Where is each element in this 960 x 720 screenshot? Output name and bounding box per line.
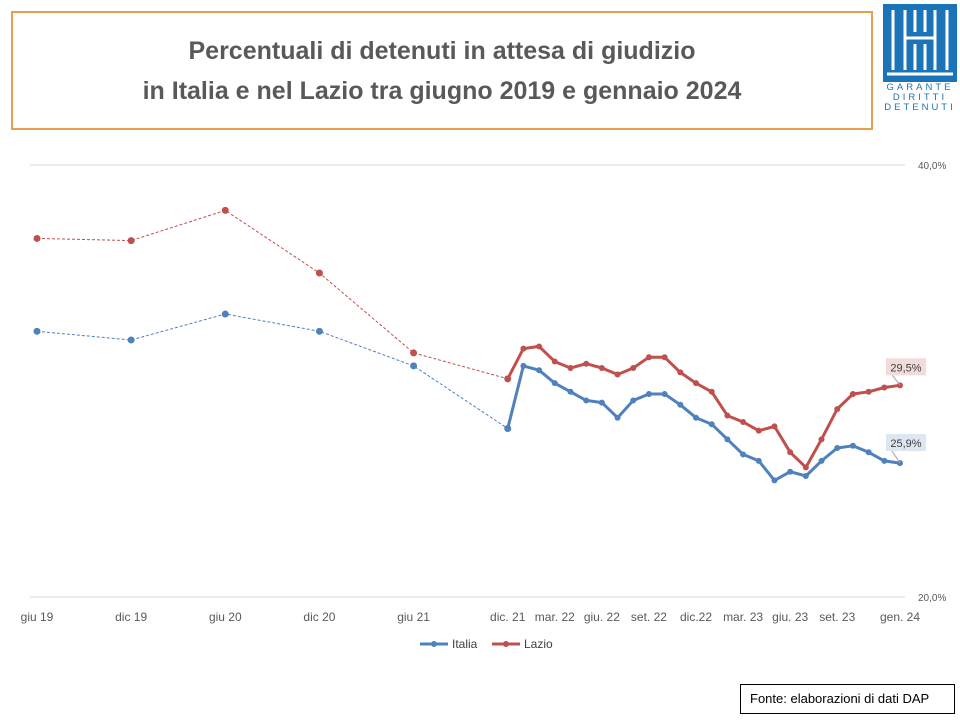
source-note: Fonte: elaborazioni di dati DAP bbox=[740, 684, 955, 714]
data-point-italia bbox=[520, 362, 527, 369]
data-point-italia bbox=[127, 336, 135, 344]
data-point-lazio bbox=[755, 427, 762, 434]
data-point-lazio bbox=[740, 419, 747, 426]
data-point-italia bbox=[708, 421, 715, 428]
data-point-lazio bbox=[520, 345, 527, 352]
x-tick-label: dic 19 bbox=[115, 610, 147, 624]
series-line-dashed-lazio bbox=[36, 209, 508, 380]
x-tick-label: giu 20 bbox=[209, 610, 242, 624]
data-point-lazio bbox=[771, 423, 778, 430]
data-point-italia bbox=[693, 414, 700, 421]
data-point-italia bbox=[834, 444, 841, 451]
data-point-italia bbox=[33, 327, 41, 335]
logo-text-line-3: DETENUTI bbox=[884, 102, 956, 113]
data-point-italia bbox=[315, 327, 323, 335]
logo-text-line-2: DIRITTI bbox=[892, 92, 948, 103]
chart-title-line-2: in Italia e nel Lazio tra giugno 2019 e … bbox=[142, 77, 742, 105]
y-tick-label: 20,0% bbox=[918, 593, 946, 604]
data-point-lazio bbox=[787, 449, 794, 456]
data-point-italia bbox=[740, 451, 747, 458]
y-tick-label: 40,0% bbox=[918, 161, 946, 172]
data-label-lazio: 29,5% bbox=[890, 362, 921, 374]
data-point-italia bbox=[661, 390, 668, 397]
x-tick-label: set. 22 bbox=[631, 610, 667, 624]
data-point-italia bbox=[724, 436, 731, 443]
data-point-lazio bbox=[834, 406, 841, 413]
x-tick-label: mar. 23 bbox=[723, 610, 763, 624]
data-point-italia bbox=[504, 425, 512, 433]
data-point-lazio bbox=[33, 234, 41, 242]
data-point-italia bbox=[630, 397, 637, 404]
data-point-lazio bbox=[315, 269, 323, 277]
data-point-italia bbox=[881, 457, 888, 464]
data-point-italia bbox=[567, 388, 574, 395]
data-point-italia bbox=[551, 380, 558, 387]
data-point-lazio bbox=[865, 388, 872, 395]
data-point-lazio bbox=[677, 369, 684, 376]
data-point-lazio bbox=[410, 349, 418, 357]
data-point-lazio bbox=[127, 237, 135, 245]
data-point-italia bbox=[802, 473, 809, 480]
garante-building-icon bbox=[883, 4, 957, 82]
series-line-italia bbox=[506, 364, 901, 482]
x-tick-label: dic 20 bbox=[303, 610, 335, 624]
data-point-lazio bbox=[708, 388, 715, 395]
data-point-lazio bbox=[645, 354, 652, 361]
data-point-italia bbox=[645, 390, 652, 397]
data-point-italia bbox=[677, 401, 684, 408]
data-point-lazio bbox=[693, 380, 700, 387]
legend-label: Italia bbox=[452, 637, 478, 651]
data-point-lazio bbox=[661, 354, 668, 361]
data-point-lazio bbox=[724, 412, 731, 419]
chart-title-box: Percentuali di detenuti in attesa di giu… bbox=[11, 11, 873, 130]
end-label-bg bbox=[886, 434, 926, 452]
data-point-italia bbox=[221, 310, 229, 318]
x-tick-label: giu. 22 bbox=[584, 610, 620, 624]
data-point-italia bbox=[536, 367, 543, 374]
data-point-lazio bbox=[598, 365, 605, 372]
data-point-lazio bbox=[567, 365, 574, 372]
data-point-lazio bbox=[802, 464, 809, 471]
data-point-italia bbox=[755, 457, 762, 464]
data-point-lazio bbox=[614, 371, 621, 378]
data-point-lazio bbox=[849, 390, 856, 397]
x-tick-label: giu 19 bbox=[21, 610, 54, 624]
x-tick-label: gen. 24 bbox=[880, 610, 920, 624]
series-line-dashed-italia bbox=[36, 313, 508, 429]
legend-swatch-marker bbox=[431, 641, 437, 647]
data-point-lazio bbox=[221, 206, 229, 214]
data-point-lazio bbox=[504, 375, 512, 383]
series-line-lazio bbox=[506, 344, 901, 469]
end-label-bg bbox=[886, 358, 926, 376]
logo-text-line-1: GARANTE bbox=[886, 82, 954, 93]
garante-logo: GARANTE DIRITTI DETENUTI bbox=[883, 4, 957, 113]
x-tick-label: giu. 23 bbox=[772, 610, 808, 624]
x-tick-label: mar. 22 bbox=[535, 610, 575, 624]
line-chart: 40,0% 20,0% giu 19 dic 19 giu 20 dic 20 giu 21… bbox=[21, 161, 947, 651]
data-point-italia bbox=[787, 468, 794, 475]
x-tick-label: dic.22 bbox=[680, 610, 712, 624]
data-point-lazio bbox=[818, 436, 825, 443]
data-point-lazio bbox=[536, 343, 543, 350]
legend-label: Lazio bbox=[524, 637, 553, 651]
x-tick-label: set. 23 bbox=[819, 610, 855, 624]
data-point-italia bbox=[598, 399, 605, 406]
data-point-italia bbox=[771, 477, 778, 484]
data-point-italia bbox=[818, 457, 825, 464]
data-point-lazio bbox=[630, 365, 637, 372]
data-label-italia: 25,9% bbox=[890, 438, 921, 450]
chart-title-line-1: Percentuali di detenuti in attesa di giu… bbox=[188, 37, 696, 65]
legend-swatch-marker bbox=[503, 641, 509, 647]
data-point-italia bbox=[410, 362, 418, 370]
data-point-lazio bbox=[881, 384, 888, 391]
x-tick-label: giu 21 bbox=[397, 610, 430, 624]
data-point-italia bbox=[865, 449, 872, 456]
data-point-lazio bbox=[583, 360, 590, 367]
x-tick-label: dic. 21 bbox=[490, 610, 526, 624]
data-point-italia bbox=[849, 442, 856, 449]
data-point-lazio bbox=[551, 358, 558, 365]
data-point-italia bbox=[583, 397, 590, 404]
data-point-italia bbox=[614, 414, 621, 421]
